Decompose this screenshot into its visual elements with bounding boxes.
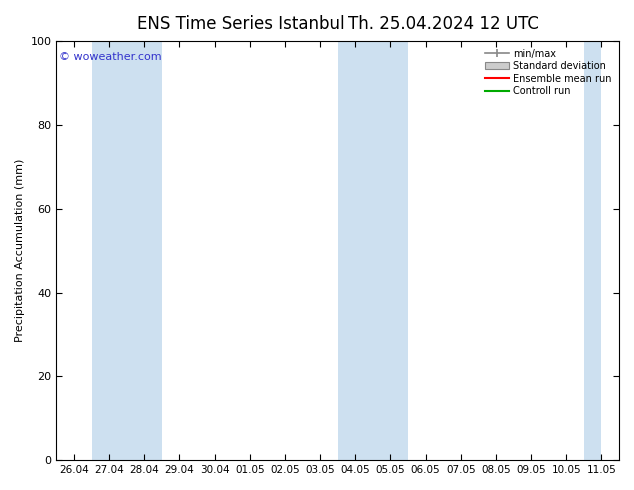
Y-axis label: Precipitation Accumulation (mm): Precipitation Accumulation (mm)	[15, 159, 25, 343]
Bar	[91, 41, 162, 460]
Text: ENS Time Series Istanbul: ENS Time Series Istanbul	[137, 15, 345, 33]
Bar	[338, 41, 408, 460]
Text: Th. 25.04.2024 12 UTC: Th. 25.04.2024 12 UTC	[348, 15, 540, 33]
Text: © woweather.com: © woweather.com	[59, 51, 162, 62]
Legend: min/max, Standard deviation, Ensemble mean run, Controll run: min/max, Standard deviation, Ensemble me…	[482, 46, 614, 99]
Bar	[584, 41, 602, 460]
